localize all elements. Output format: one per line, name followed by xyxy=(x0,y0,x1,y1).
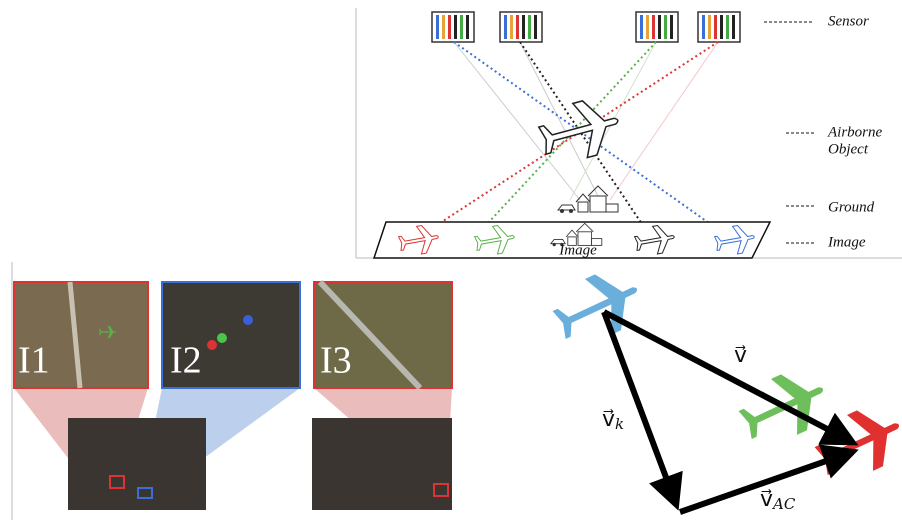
ground-label: Ground xyxy=(828,199,875,215)
crop-label: I1 xyxy=(18,340,50,382)
sensor-icon xyxy=(431,11,475,43)
sensor-diagram: Image Sensor Airborne Object Ground Imag… xyxy=(355,8,902,259)
vector-diagram: v⃗ v⃗k v⃗AC xyxy=(546,260,902,515)
sensor-icon xyxy=(697,11,741,43)
rays xyxy=(419,41,731,239)
satellite-panel: I1 I2 I3 xyxy=(11,262,453,520)
faint-rays xyxy=(453,41,719,201)
label-leaders xyxy=(764,21,816,244)
sensor-icon xyxy=(635,11,679,43)
vector-arrows xyxy=(601,309,859,515)
vector-subscript: k xyxy=(615,415,624,433)
airborne-label: Airborne xyxy=(827,124,883,140)
vector-label: v⃗k xyxy=(602,407,624,433)
vector-subscript: AC xyxy=(771,495,796,513)
vector-symbol: v⃗ xyxy=(602,407,615,432)
ground-houses xyxy=(557,185,619,214)
sensor-icon xyxy=(499,11,543,43)
image-plane-label: Image xyxy=(558,242,597,258)
crop-label: I3 xyxy=(320,340,352,382)
sensor-label: Sensor xyxy=(828,13,869,29)
vector-symbol: v⃗ xyxy=(734,343,747,368)
plane-red xyxy=(808,396,902,489)
vector-label: v⃗ xyxy=(734,343,747,368)
plane-blue xyxy=(546,260,650,353)
vector-label: v⃗AC xyxy=(760,487,796,513)
vector-symbol: v⃗ xyxy=(760,487,773,512)
object-label: Object xyxy=(828,141,869,157)
image-label: Image xyxy=(827,234,866,250)
crop-label: I2 xyxy=(170,340,202,382)
